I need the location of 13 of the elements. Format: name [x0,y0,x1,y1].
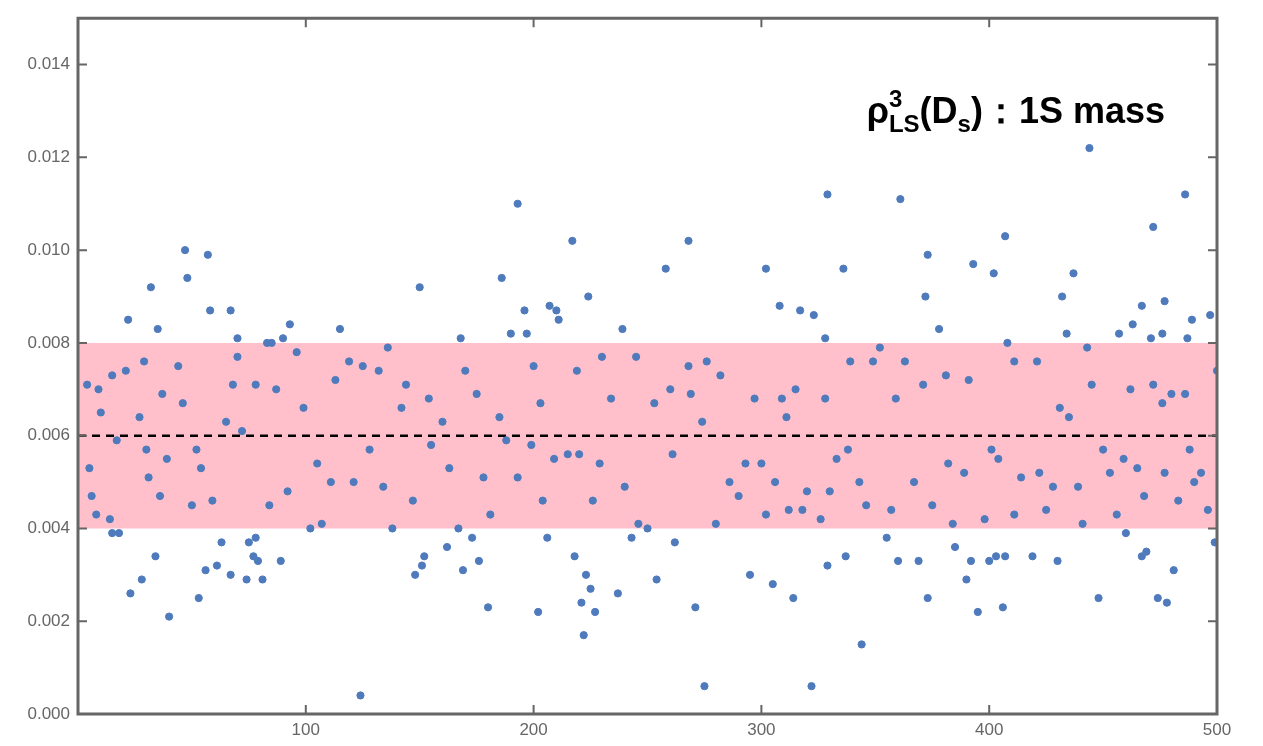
x-tick-label: 500 [1202,719,1232,739]
y-tick-label: 0.006 [27,425,70,445]
x-tick-label: 300 [747,719,776,739]
x-tick-label: 100 [291,719,320,739]
y-tick-label: 0.002 [27,610,70,630]
y-tick-label: 0.010 [27,239,70,259]
y-tick-label: 0.012 [27,147,70,167]
y-tick-label: 0.008 [27,332,70,352]
y-tick-label: 0.014 [27,54,70,74]
y-tick-label: 0.000 [27,703,70,723]
y-tick-label: 0.004 [27,518,70,538]
x-tick-label: 200 [519,719,548,739]
x-tick-label: 400 [975,719,1004,739]
